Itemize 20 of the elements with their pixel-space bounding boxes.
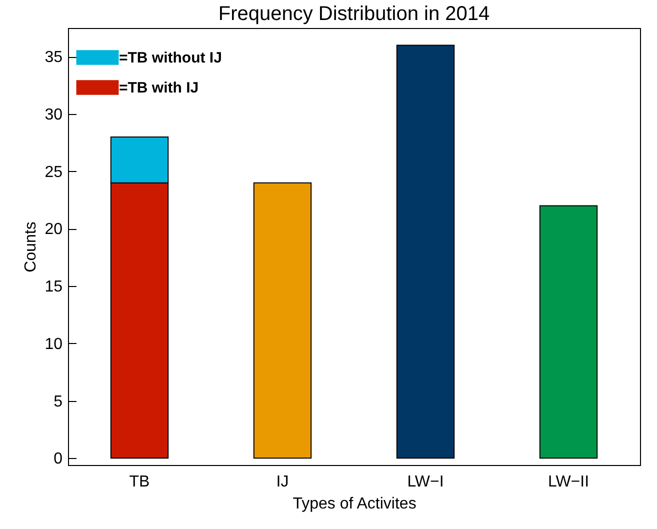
x-tick-label: LW−I: [407, 474, 444, 490]
bar: [539, 205, 598, 459]
y-tick-label: 5: [54, 393, 63, 410]
x-tick-label: LW−II: [548, 474, 590, 490]
chart-title: Frequency Distribution in 2014: [218, 3, 490, 25]
y-tick-label: 10: [44, 336, 63, 353]
y-tick-label: 15: [44, 278, 63, 296]
x-tick-label: IJ: [276, 474, 289, 490]
bar: [253, 182, 312, 459]
bar: [396, 44, 455, 459]
y-tick-label: 20: [44, 221, 63, 238]
y-tick-label: 35: [44, 49, 63, 66]
y-tick-label: 25: [44, 164, 63, 181]
y-tick-label: 30: [44, 106, 63, 124]
legend-label: =TB without IJ: [119, 50, 222, 66]
y-axis-title: Counts: [22, 222, 40, 272]
legend-label: =TB with IJ: [119, 80, 199, 96]
x-axis-title: Types of Activites: [292, 496, 416, 512]
y-tick-label: 0: [54, 450, 63, 468]
x-tick-label: TB: [129, 474, 150, 490]
